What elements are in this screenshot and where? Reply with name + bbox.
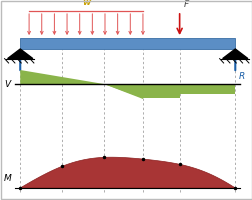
Bar: [20, 38, 234, 49]
Text: M: M: [4, 174, 11, 183]
Text: R: R: [24, 72, 30, 81]
Polygon shape: [20, 70, 103, 84]
Polygon shape: [20, 157, 234, 188]
Text: R: R: [238, 72, 244, 81]
Polygon shape: [103, 84, 142, 99]
Text: w: w: [81, 0, 90, 7]
Text: F: F: [183, 0, 188, 9]
Polygon shape: [142, 84, 179, 98]
Polygon shape: [179, 84, 234, 94]
Polygon shape: [103, 84, 142, 98]
Polygon shape: [222, 49, 247, 59]
Text: V: V: [5, 80, 11, 88]
Polygon shape: [8, 49, 33, 59]
